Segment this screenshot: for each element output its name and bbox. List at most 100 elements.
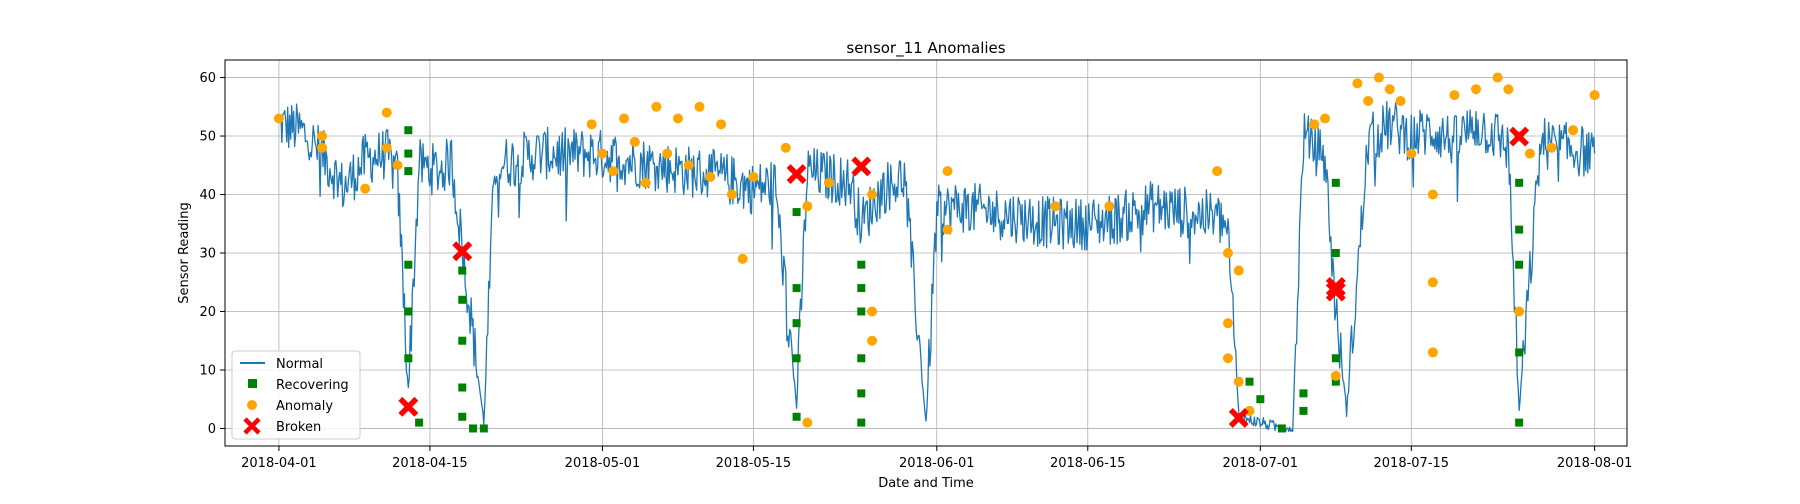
- anomaly-point: [705, 171, 716, 182]
- anomaly-point: [867, 306, 878, 317]
- broken-marker: [1325, 276, 1346, 297]
- anomaly-point: [651, 101, 662, 112]
- recovering-point: [1277, 424, 1286, 433]
- x-tick-label: 2018-07-15: [1374, 456, 1450, 471]
- legend-label-recovering: Recovering: [276, 378, 349, 393]
- grid: [225, 60, 1627, 446]
- anomaly-point: [597, 148, 608, 159]
- recovering-point: [1331, 178, 1340, 187]
- anomaly-point: [1222, 318, 1233, 329]
- y-tick-label: 10: [199, 363, 216, 378]
- legend: Normal Recovering Anomaly Broken: [231, 350, 361, 440]
- anomaly-point: [629, 136, 640, 147]
- axis-ticks: 2018-04-01 2018-04-15 2018-05-01 2018-05-15…: [199, 71, 1632, 471]
- y-axis-label: Sensor Reading: [177, 202, 192, 303]
- anomaly-point: [1589, 90, 1600, 101]
- anomaly-point: [1320, 113, 1331, 124]
- x-axis-label: Date and Time: [878, 476, 974, 491]
- y-tick-label: 60: [199, 71, 216, 86]
- recovering-point: [458, 383, 467, 392]
- recovering-point: [1245, 377, 1254, 386]
- anomaly-point: [1363, 95, 1374, 106]
- y-tick-label: 20: [199, 305, 216, 320]
- anomaly-point: [672, 113, 683, 124]
- anomaly-point: [1212, 166, 1223, 177]
- anomaly-point: [802, 417, 813, 428]
- anomaly-point: [1352, 78, 1363, 89]
- broken-marker: [452, 241, 473, 262]
- recovering-point: [458, 266, 467, 275]
- y-tick-label: 0: [208, 422, 216, 437]
- anomaly-point: [726, 189, 737, 200]
- recovering-point: [1256, 395, 1265, 404]
- recovering-point: [857, 307, 866, 316]
- recovering-point: [792, 354, 801, 363]
- recovering-point: [792, 319, 801, 328]
- series-anomaly: [273, 72, 1600, 428]
- recovering-point: [1331, 249, 1340, 257]
- anomaly-point: [1104, 201, 1115, 212]
- broken-marker: [786, 164, 807, 184]
- legend-label-anomaly: Anomaly: [276, 399, 333, 414]
- anomaly-point: [1427, 189, 1438, 200]
- x-tick-label: 2018-04-01: [241, 456, 317, 471]
- anomaly-point: [867, 189, 878, 200]
- anomaly-point: [1503, 84, 1514, 95]
- x-tick-label: 2018-05-01: [565, 456, 641, 471]
- recovering-point: [857, 389, 866, 398]
- anomaly-point: [1514, 306, 1525, 317]
- y-tick-label: 40: [199, 188, 216, 203]
- anomaly-point: [748, 171, 759, 182]
- anomaly-point: [1233, 376, 1244, 387]
- x-tick-label: 2018-07-01: [1223, 456, 1299, 471]
- recovering-point: [458, 295, 467, 304]
- recovering-point: [1515, 418, 1524, 427]
- recovering-point: [479, 424, 488, 433]
- anomaly-point: [608, 166, 619, 177]
- anomaly-point: [802, 201, 813, 212]
- anomaly-point: [683, 160, 694, 171]
- recovering-point: [792, 412, 801, 421]
- anomaly-point: [716, 119, 727, 130]
- series-normal: [278, 100, 1596, 433]
- y-tick-label: 30: [199, 247, 216, 262]
- normal-line: [278, 100, 1596, 433]
- anomaly-point: [273, 113, 284, 124]
- legend-marker-broken: [243, 417, 261, 435]
- x-tick-label: 2018-06-15: [1050, 456, 1126, 471]
- anomaly-point: [317, 142, 328, 153]
- recovering-point: [1331, 354, 1340, 363]
- recovering-point: [792, 208, 801, 217]
- anomaly-point: [381, 107, 392, 118]
- anomaly-point: [1449, 90, 1460, 101]
- recovering-point: [415, 418, 424, 427]
- anomaly-point: [694, 101, 705, 112]
- plot-data: [273, 72, 1600, 433]
- anomaly-point: [1492, 72, 1503, 83]
- anomaly-point: [1233, 265, 1244, 276]
- anomaly-point: [780, 142, 791, 153]
- anomaly-point: [1222, 248, 1233, 258]
- legend-label-broken: Broken: [276, 420, 321, 435]
- anomaly-point: [1050, 201, 1061, 212]
- recovering-point: [1515, 348, 1524, 357]
- recovering-point: [1299, 389, 1308, 398]
- y-tick-label: 50: [199, 130, 216, 145]
- legend-box: [231, 350, 361, 440]
- recovering-point: [1299, 406, 1308, 415]
- recovering-point: [857, 260, 866, 269]
- x-tick-label: 2018-04-15: [392, 456, 468, 471]
- anomaly-point: [1524, 148, 1535, 159]
- series-recovering: [404, 126, 1524, 433]
- legend-marker-anomaly: [247, 400, 257, 410]
- anomaly-point: [662, 148, 673, 159]
- broken-marker: [851, 156, 872, 177]
- broken-marker: [398, 396, 419, 417]
- anomaly-point: [867, 335, 878, 346]
- recovering-point: [792, 284, 801, 293]
- anomaly-point: [1427, 347, 1438, 358]
- recovering-point: [404, 354, 413, 363]
- x-tick-label: 2018-05-15: [716, 456, 792, 471]
- anomaly-point: [737, 253, 748, 264]
